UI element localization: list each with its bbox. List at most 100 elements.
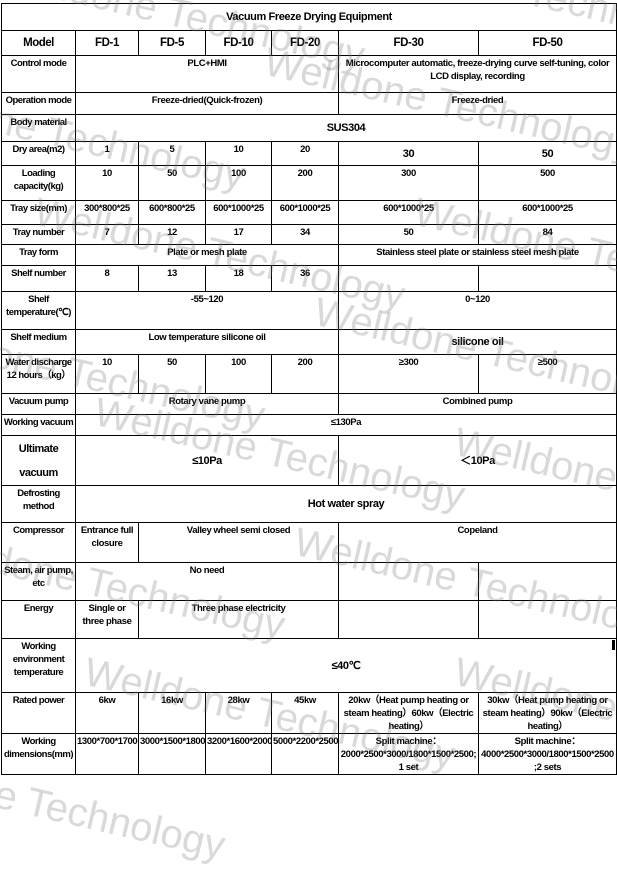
table-cell: Low temperature silicone oil [75,329,339,355]
table-cell: ≤130Pa [75,414,617,436]
table-cell: 13 [138,265,206,292]
table-cell: 500 [478,165,617,201]
table-cell: Plate or mesh plate [75,244,339,266]
table-cell: 18 [205,265,272,292]
table-row: Rated power 6kw 16kw 28kw 45kw 20kw（Heat pump… [1,692,617,734]
table-row: Shelf number 8 13 18 36 [1,265,617,292]
row-label: Compressor [1,522,76,563]
table-row: Working environment temperature ≤40℃ [1,638,617,693]
row-label: Tray form [1,244,76,266]
row-label: Ultimate vacuum [1,435,76,486]
table-cell: SUS304 [75,114,617,142]
table-cell: 8 [75,265,139,292]
table-cell [478,562,617,601]
table-cell: ≤10Pa [75,435,339,486]
table-cell: silicone oil [338,329,617,355]
table-row: Shelf medium Low temperature silicone oil… [1,329,617,355]
table-cell [478,265,617,292]
table-cell: 10 [75,354,139,394]
row-label: Working environment temperature [1,638,76,693]
table-title: Vacuum Freeze Drying Equipment [1,3,617,31]
table-cell: ＜10Pa [338,435,617,486]
table-cell: Entrance full closure [75,522,139,563]
model-header: FD-20 [271,30,339,56]
row-label: Tray size(mm) [1,200,76,225]
table-row: Dry area(m2) 1 5 10 20 30 50 [1,141,617,166]
row-label: Shelf number [1,265,76,292]
table-cell: 600*800*25 [138,200,206,225]
table-cell: 34 [271,224,339,245]
table-cell: 3200*1600*2000 [205,733,272,775]
table-cell: 0~120 [338,291,617,330]
table-cell: 3000*1500*1800 [138,733,206,775]
table-cell: Hot water spray [75,485,617,523]
table-cell: Split machine：4000*2500*3000/1800*1500*2… [478,733,617,775]
table-row: Shelf temperature(℃) -55~120 0~120 [1,291,617,330]
row-label: Working vacuum [1,414,76,436]
model-header: FD-1 [75,30,139,56]
model-header: FD-50 [478,30,617,56]
table-cell: 5000*2200*2500 [271,733,339,775]
table-cell: 10 [75,165,139,201]
table-cell: 600*1000*25 [338,200,479,225]
row-label: Tray number [1,224,76,245]
table-cell: 600*1000*25 [478,200,617,225]
table-cell: -55~120 [75,291,339,330]
title-row: Vacuum Freeze Drying Equipment [1,3,617,31]
model-header: FD-10 [205,30,272,56]
table-cell: Rotary vane pump [75,393,339,415]
table-row: Water discharge 12 hours（kg） 10 50 100 200 ≥3… [1,354,617,394]
table-cell: 200 [271,165,339,201]
model-header: FD-30 [338,30,479,56]
table-cell: 100 [205,165,272,201]
table-row: Defrosting method Hot water spray [1,485,617,523]
table-cell: ≤40℃ [75,638,617,693]
row-label: Defrosting method [1,485,76,523]
table-cell: 5 [138,141,206,166]
table-cell: Freeze-dried [338,92,617,115]
table-cell: 12 [138,224,206,245]
table-cell: 100 [205,354,272,394]
table-cell: 600*1000*25 [205,200,272,225]
row-label: Steam, air pump, etc [1,562,76,601]
table-cell: ≥500 [478,354,617,394]
table-cell: 6kw [75,692,139,734]
table-cell: 600*1000*25 [271,200,339,225]
table-cell: 50 [138,165,206,201]
table-cell: 300*800*25 [75,200,139,225]
row-label: Dry area(m2) [1,141,76,166]
table-cell: 36 [271,265,339,292]
row-label: Rated power [1,692,76,734]
table-row: Vacuum pump Rotary vane pump Combined pump [1,393,617,415]
table-cell: Valley wheel semi closed [138,522,339,563]
table-cell: 20 [271,141,339,166]
table-cell: ≥300 [338,354,479,394]
table-row: Working dimensions(mm) 1300*700*1700 3000*… [1,733,617,775]
table-row: Working vacuum ≤130Pa [1,414,617,436]
table-cell: 10 [205,141,272,166]
table-cell [338,600,479,639]
table-row: Model FD-1 FD-5 FD-10 FD-20 FD-30 FD-50 [1,30,617,56]
row-label: Loading capacity(kg) [1,165,76,201]
table-row: Steam, air pump, etc No need [1,562,617,601]
row-label: Working dimensions(mm) [1,733,76,775]
table-row: Operation mode Freeze-dried(Quick-frozen)… [1,92,617,115]
table-row: Loading capacity(kg) 10 50 100 200 300 500 [1,165,617,201]
table-cell: 1300*700*1700 [75,733,139,775]
row-label: Shelf medium [1,329,76,355]
table-cell: PLC+HMI [75,55,339,93]
table-cell: 28kw [205,692,272,734]
table-row: Control mode PLC+HMI Microcomputer automat… [1,55,617,93]
table-cell: Freeze-dried(Quick-frozen) [75,92,339,115]
row-label: Water discharge 12 hours（kg） [1,354,76,394]
table-cell: 200 [271,354,339,394]
table-row: Ultimate vacuum ≤10Pa ＜10Pa [1,435,617,486]
table-row: Compressor Entrance full closure Valley wh… [1,522,617,563]
table-cell: 45kw [271,692,339,734]
table-cell: 50 [138,354,206,394]
table-cell: Three phase electricity [138,600,339,639]
table-cell: Single or three phase [75,600,139,639]
table-cell: 16kw [138,692,206,734]
table-row: Body material SUS304 [1,114,617,142]
table-row: Tray number 7 12 17 34 50 84 [1,224,617,245]
